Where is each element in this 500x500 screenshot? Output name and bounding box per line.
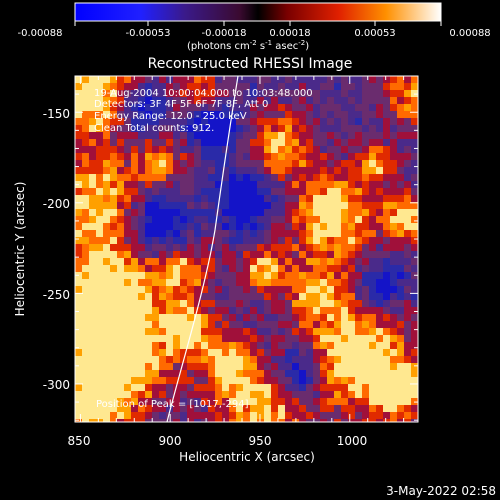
colorbar-tick-label: -0.00053 [126, 28, 171, 39]
x-tick-label: 950 [249, 434, 272, 448]
colorbar-tick-label: 0.00088 [449, 28, 490, 39]
colorbar [74, 2, 442, 22]
info-energy-range: Energy Range: 12.0 - 25.0 keV [94, 111, 247, 122]
x-tick-label: 1000 [337, 434, 368, 448]
info-counts: Clean Total counts: 912. [94, 123, 214, 134]
y-tick-label: -150 [43, 107, 70, 121]
y-axis-label: Heliocentric Y (arcsec) [13, 182, 27, 317]
info-time-range: 19-Aug-2004 10:00:04.000 to 10:03:48.000 [94, 88, 313, 99]
x-tick-label: 900 [159, 434, 182, 448]
solar-limb-line [166, 76, 239, 422]
y-tick-label: -200 [43, 197, 70, 211]
peak-position-label: Position of Peak = [1017,-294] [96, 399, 249, 410]
colorbar-units: (photons cm-2 s-1 asec-2) [187, 39, 309, 52]
colorbar-tick-label: -0.00088 [18, 28, 63, 39]
axis-ticks [75, 75, 418, 422]
y-tick-label: -300 [43, 378, 70, 392]
render-timestamp: 3-May-2022 02:58 [386, 484, 496, 498]
colorbar-tick-label: 0.00053 [354, 28, 395, 39]
colorbar-tick-label: 0.00018 [269, 28, 310, 39]
rhessi-image [75, 76, 418, 422]
colorbar-tick-label: -0.00018 [202, 28, 247, 39]
info-detectors: Detectors: 3F 4F 5F 6F 7F 8F, Att 0 [94, 99, 268, 110]
x-axis-label: Heliocentric X (arcsec) [179, 450, 315, 464]
colorbar-ticks [74, 21, 442, 26]
plot-title: Reconstructed RHESSI Image [148, 56, 353, 72]
plot-frame [74, 75, 419, 423]
y-tick-label: -250 [43, 288, 70, 302]
x-tick-label: 850 [68, 434, 91, 448]
